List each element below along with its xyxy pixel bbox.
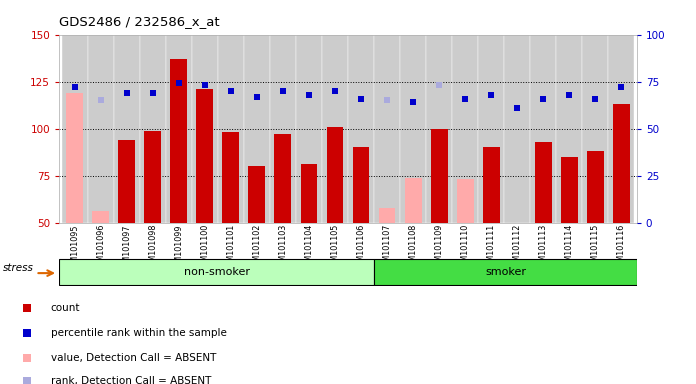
Bar <box>118 140 135 223</box>
Bar <box>66 93 84 223</box>
FancyBboxPatch shape <box>114 35 140 223</box>
Bar <box>171 59 187 223</box>
Text: GDS2486 / 232586_x_at: GDS2486 / 232586_x_at <box>59 15 220 28</box>
FancyBboxPatch shape <box>166 35 192 223</box>
Bar <box>431 129 448 223</box>
Bar <box>535 142 552 223</box>
FancyBboxPatch shape <box>62 35 88 223</box>
FancyBboxPatch shape <box>348 35 374 223</box>
Bar <box>509 223 525 247</box>
Text: percentile rank within the sample: percentile rank within the sample <box>51 328 226 338</box>
FancyBboxPatch shape <box>608 35 634 223</box>
FancyBboxPatch shape <box>270 35 296 223</box>
Text: count: count <box>51 303 80 313</box>
FancyBboxPatch shape <box>59 259 374 285</box>
FancyBboxPatch shape <box>504 35 530 223</box>
Bar <box>248 166 265 223</box>
Bar <box>301 164 317 223</box>
Bar <box>457 179 473 223</box>
Text: smoker: smoker <box>485 266 526 277</box>
FancyBboxPatch shape <box>296 35 322 223</box>
FancyBboxPatch shape <box>374 259 637 285</box>
FancyBboxPatch shape <box>192 35 218 223</box>
Bar <box>404 177 422 223</box>
FancyBboxPatch shape <box>374 35 400 223</box>
Bar <box>561 157 578 223</box>
Bar <box>612 104 630 223</box>
FancyBboxPatch shape <box>400 35 426 223</box>
Bar <box>587 151 603 223</box>
FancyBboxPatch shape <box>582 35 608 223</box>
Bar <box>223 132 239 223</box>
FancyBboxPatch shape <box>218 35 244 223</box>
FancyBboxPatch shape <box>426 35 452 223</box>
FancyBboxPatch shape <box>452 35 478 223</box>
Bar <box>196 89 214 223</box>
Text: rank, Detection Call = ABSENT: rank, Detection Call = ABSENT <box>51 376 211 384</box>
Bar <box>353 147 370 223</box>
FancyBboxPatch shape <box>88 35 114 223</box>
FancyBboxPatch shape <box>530 35 556 223</box>
Bar <box>93 212 109 223</box>
Text: value, Detection Call = ABSENT: value, Detection Call = ABSENT <box>51 353 216 363</box>
FancyBboxPatch shape <box>478 35 504 223</box>
Bar <box>379 208 395 223</box>
Text: non-smoker: non-smoker <box>184 266 250 277</box>
Text: stress: stress <box>3 263 34 273</box>
FancyBboxPatch shape <box>244 35 270 223</box>
Bar <box>144 131 161 223</box>
FancyBboxPatch shape <box>556 35 582 223</box>
Bar <box>326 127 343 223</box>
FancyBboxPatch shape <box>322 35 348 223</box>
Bar <box>482 147 500 223</box>
Bar <box>274 134 292 223</box>
FancyBboxPatch shape <box>140 35 166 223</box>
